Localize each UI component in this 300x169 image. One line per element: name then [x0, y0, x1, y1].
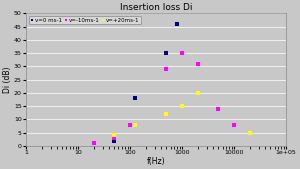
v=-10ms-1: [164, 68, 169, 70]
v=0 ms-1: [112, 139, 117, 142]
Y-axis label: Di (dB): Di (dB): [4, 66, 13, 93]
v=0 ms-1: [175, 22, 179, 25]
v=+20ms-1: [248, 131, 252, 134]
v=+20ms-1: [180, 105, 184, 107]
v=+20ms-1: [112, 134, 117, 137]
v=0 ms-1: [91, 142, 96, 145]
v=0 ms-1: [133, 97, 137, 100]
Title: Insertion loss Di: Insertion loss Di: [120, 4, 192, 13]
v=-10ms-1: [128, 123, 132, 126]
Legend: v=0 ms-1, v=-10ms-1, v=+20ms-1: v=0 ms-1, v=-10ms-1, v=+20ms-1: [29, 16, 141, 24]
v=-10ms-1: [91, 142, 96, 145]
v=-10ms-1: [180, 52, 184, 54]
v=+20ms-1: [195, 92, 200, 94]
v=-10ms-1: [232, 123, 236, 126]
v=-10ms-1: [216, 107, 221, 110]
v=-10ms-1: [248, 131, 252, 134]
v=+20ms-1: [133, 123, 137, 126]
v=0 ms-1: [164, 52, 169, 54]
v=-10ms-1: [195, 62, 200, 65]
X-axis label: f(Hz): f(Hz): [147, 156, 165, 165]
v=+20ms-1: [164, 113, 169, 115]
v=-10ms-1: [112, 137, 117, 139]
